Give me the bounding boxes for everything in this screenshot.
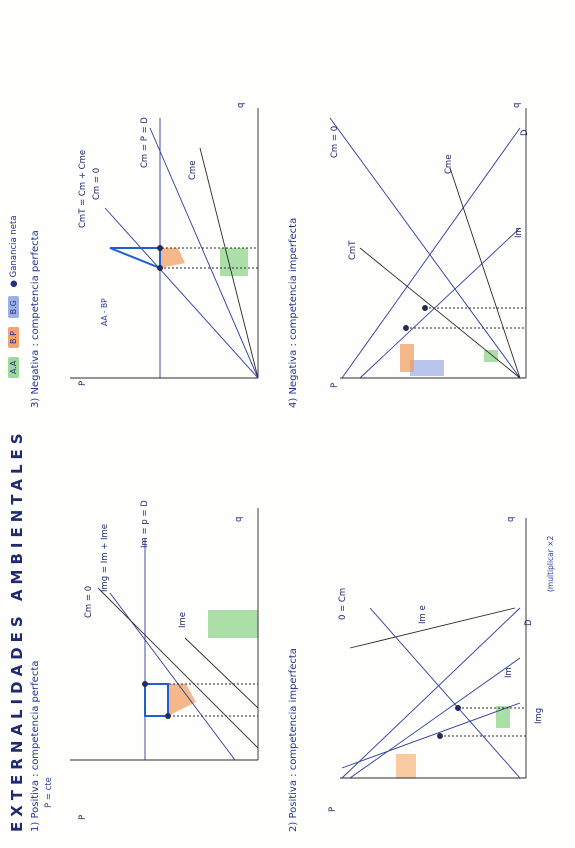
g1-point-b — [142, 681, 148, 687]
g2-img-line — [341, 702, 521, 769]
g3-cm-line — [149, 127, 259, 379]
g2-orange-area — [396, 754, 416, 778]
g2-d-line — [341, 607, 521, 779]
g1-blue-triangle — [144, 683, 169, 717]
g4-d-line — [341, 127, 521, 379]
g4-lilac-area — [410, 360, 444, 376]
g2-cm-line — [369, 607, 521, 779]
g1-point-a — [165, 713, 171, 719]
g3-cmt-line — [104, 207, 259, 379]
g2-ime-line — [349, 607, 516, 649]
g1-img-line — [97, 587, 259, 749]
g1-orange-area — [168, 684, 196, 716]
g3-point-a — [157, 245, 163, 251]
g3-orange-area — [160, 248, 185, 268]
g3-green-area — [220, 248, 248, 276]
graph-3 — [70, 108, 259, 379]
g4-cm-line — [329, 117, 521, 379]
graph-2 — [340, 518, 527, 779]
g2-point-a — [437, 733, 443, 739]
g2-green-area — [496, 706, 510, 728]
g3-blue-triangle — [109, 247, 161, 270]
g4-im-line — [359, 227, 521, 379]
g2-point-b — [455, 705, 461, 711]
g4-point-a — [403, 325, 409, 331]
g3-point-b — [157, 265, 163, 271]
graph-4 — [329, 108, 527, 379]
g4-cme-line — [449, 167, 521, 379]
g4-cmt-line — [359, 247, 521, 379]
g4-green-area — [484, 350, 498, 362]
g1-ime-line — [184, 637, 259, 709]
g4-point-b — [422, 305, 428, 311]
g1-green-area — [208, 610, 258, 638]
g2-im-line — [349, 657, 521, 779]
g4-orange-area — [400, 344, 414, 372]
g3-cme-line — [199, 147, 259, 379]
graph-1 — [70, 508, 259, 761]
